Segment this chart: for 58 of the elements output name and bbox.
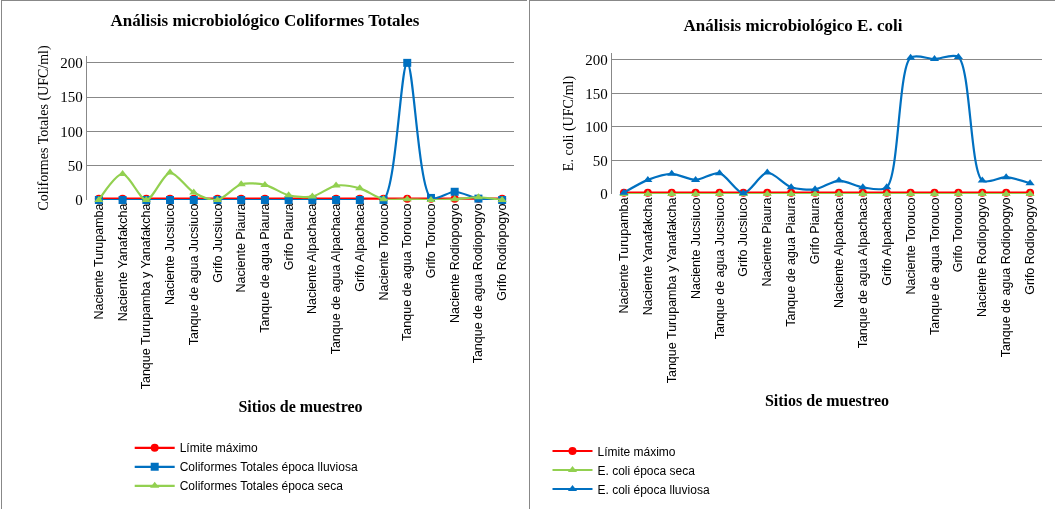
x-tick-label: Tanque Turupamba y Yanafakcha [139,203,154,390]
chart-title: Análisis microbiológico E. coli [683,15,903,35]
x-tick-label: Tanque de agua Torouco [927,197,942,335]
x-tick-label: Grifo Jucsiuco [736,197,751,277]
y-tick-label: 0 [75,192,83,209]
x-tick-label: Naciente Jucsiuco [688,197,703,299]
legend-label: Límite máximo [179,441,259,456]
x-tick-label: Naciente Turupamba [617,197,631,314]
x-tick-label: Grifo Torouco [951,197,966,273]
x-tick-label: Naciente Alpachaca [832,197,846,308]
y-tick-label: 200 [585,51,608,68]
x-tick-label: Tanque de agua Piaura [257,203,272,333]
x-tick-label: Tanque de agua Jucsiuco [712,197,727,340]
x-tick-label: Grifo Piaura [281,203,296,271]
x-tick-label: Naciente Yanafakcha [115,203,130,322]
x-tick-label: Tanque de agua Alpachaca [855,197,870,349]
x-tick-label: Grifo Torouco [424,203,439,279]
y-tick-label: 100 [585,119,608,136]
y-tick-label: 100 [60,123,83,140]
x-tick-label: Grifo Rodiopogyo [495,203,510,301]
x-tick-label: Tanque Turupamba y Yanafakcha [664,197,679,384]
legend-label: Coliformes Totales época lluviosa [179,460,358,475]
x-tick-label: Naciente Rodiopogyo [975,197,990,318]
legend-label: Coliformes Totales época seca [179,479,344,494]
x-tick-label: Grifo Alpachaca [879,197,894,286]
x-tick-label: Grifo Alpachaca [352,203,367,292]
y-tick-label: 150 [60,89,83,106]
x-tick-label: Tanque de agua Piaura [784,197,799,327]
x-tick-label: Naciente Rodiopogyo [447,203,462,324]
legend-label: E. coli época lluviosa [597,482,710,497]
x-tick-label: Naciente Piaura [234,203,249,293]
legend-label: E. coli época seca [597,463,696,478]
chart-title: Análisis microbiológico Coliformes Totales [110,10,420,30]
y-tick-label: 0 [600,186,608,203]
x-axis-title: Sitios de muestreo [764,391,890,409]
y-tick-label: 200 [60,55,83,72]
x-tick-label: Tanque de agua Jucsiuco [186,203,201,346]
legend-label: Límite máximo [597,444,676,459]
y-axis-title: Coliformes Totales (UFC/ml) [36,45,52,211]
x-tick-label: Naciente Torouco [376,203,391,301]
y-tick-label: 150 [585,85,608,102]
x-tick-label: Grifo Piaura [808,197,823,265]
y-axis-title: E. coli (UFC/ml) [561,75,577,172]
x-tick-label: Naciente Jucsiuco [163,203,178,305]
y-tick-label: 50 [67,157,83,174]
x-tick-label: Tanque de agua Rodiopogyo [999,197,1014,358]
x-tick-label: Naciente Piaura [760,197,775,287]
x-tick-label: Grifo Jucsiuco [210,203,225,283]
x-axis-title: Sitios de muestreo [238,397,363,415]
y-tick-label: 50 [592,152,608,169]
x-tick-label: Tanque de agua Rodiopogyo [471,203,486,364]
x-tick-label: Grifo Rodiopogyo [1023,197,1038,295]
x-tick-label: Tanque de agua Alpachaca [329,203,344,355]
x-tick-label: Tanque de agua Torouco [400,203,415,341]
x-tick-label: Naciente Alpachaca [305,203,320,314]
x-tick-label: Naciente Yanafakcha [640,197,655,316]
x-tick-label: Naciente Turupamba [91,203,106,320]
x-tick-label: Naciente Torouco [903,197,918,295]
